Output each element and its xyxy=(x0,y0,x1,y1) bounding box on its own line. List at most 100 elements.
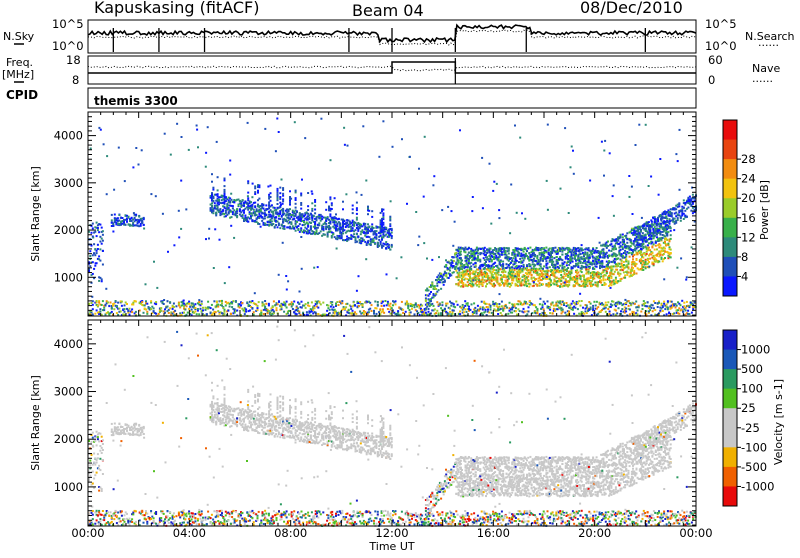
scatter-cell xyxy=(493,269,495,271)
scatter-cell xyxy=(617,257,619,259)
scatter-cell xyxy=(382,209,384,211)
scatter-cell xyxy=(662,237,664,239)
scatter-cell xyxy=(188,308,190,310)
scatter-cell xyxy=(92,227,94,229)
scatter-cell xyxy=(250,201,252,203)
scatter-cell xyxy=(140,225,142,227)
scatter-cell xyxy=(91,245,93,247)
scatter-cell xyxy=(300,202,302,204)
scatter-cell xyxy=(586,253,588,255)
scatter-cell xyxy=(472,263,474,265)
scatter-cell xyxy=(541,248,543,250)
scatter-cell xyxy=(341,235,343,237)
scatter-cell xyxy=(108,305,110,307)
scatter-cell xyxy=(322,302,324,304)
scatter-cell xyxy=(382,212,384,214)
scatter-cell xyxy=(352,212,354,214)
scatter-cell xyxy=(625,254,627,256)
scatter-cell xyxy=(453,271,455,273)
scatter-cell xyxy=(460,251,462,253)
scatter-cell xyxy=(407,303,409,305)
noise-right-tick-top: 10^5 xyxy=(705,17,737,31)
scatter-cell xyxy=(406,300,408,302)
scatter-cell xyxy=(143,218,145,220)
scatter-cell xyxy=(373,240,375,242)
scatter-cell xyxy=(118,214,120,216)
scatter-cell xyxy=(289,208,291,210)
scatter-cell xyxy=(145,309,147,311)
scatter-cell xyxy=(295,199,297,201)
scatter-cell xyxy=(507,285,509,287)
scatter-cell xyxy=(92,304,94,306)
scatter-cell xyxy=(94,313,96,315)
scatter-cell xyxy=(560,270,562,272)
scatter-cell xyxy=(382,301,384,303)
scatter-cell xyxy=(288,310,290,312)
scatter-cell xyxy=(101,243,103,245)
scatter-cell xyxy=(153,307,155,309)
scatter-cell xyxy=(675,212,677,214)
scatter-cell xyxy=(382,224,384,226)
scatter-cell xyxy=(667,252,669,254)
scatter-cell xyxy=(565,275,567,277)
scatter-cell xyxy=(279,218,281,220)
scatter-cell xyxy=(640,235,642,237)
scatter-cell xyxy=(202,307,204,309)
scatter-cell xyxy=(402,312,404,314)
scatter-cell xyxy=(511,254,513,256)
scatter-cell xyxy=(93,252,95,254)
scatter-cell xyxy=(649,258,651,260)
scatter-cell xyxy=(206,313,208,315)
scatter-cell xyxy=(568,284,570,286)
scatter-cell xyxy=(520,265,522,267)
scatter-cell xyxy=(553,257,555,259)
scatter-cell xyxy=(281,308,283,310)
scatter-cell xyxy=(571,270,573,272)
scatter-cell xyxy=(258,184,260,186)
scatter-cell xyxy=(261,220,263,222)
scatter-cell xyxy=(264,300,266,302)
scatter-cell xyxy=(600,279,602,281)
scatter-cell xyxy=(188,301,190,303)
scatter-cell xyxy=(167,306,169,308)
scatter-cell xyxy=(652,224,654,226)
scatter-cell xyxy=(336,225,338,227)
scatter-cell xyxy=(167,300,169,302)
scatter-cell xyxy=(387,303,389,305)
scatter-cell xyxy=(678,202,680,204)
scatter-cell xyxy=(477,249,479,251)
scatter-cell xyxy=(356,202,358,204)
scatter-cell xyxy=(601,263,603,265)
scatter-cell xyxy=(647,244,649,246)
scatter-cell xyxy=(692,194,694,196)
scatter-cell xyxy=(297,307,299,309)
scatter-cell xyxy=(571,272,573,274)
scatter-cell xyxy=(97,227,99,229)
scatter-cell xyxy=(97,244,99,246)
scatter-cell xyxy=(632,252,634,254)
scatter-cell xyxy=(642,227,644,229)
scatter-cell xyxy=(295,191,297,193)
scatter-cell xyxy=(371,310,373,312)
scatter-cell xyxy=(533,258,535,260)
scatter-cell xyxy=(522,279,524,281)
scatter-cell xyxy=(664,248,666,250)
scatter-cell xyxy=(617,271,619,273)
scatter-cell xyxy=(557,253,559,255)
scatter-cell xyxy=(286,301,288,303)
scatter-cell xyxy=(459,276,461,278)
scatter-cell xyxy=(311,208,313,210)
frequency-trace xyxy=(88,62,696,73)
scatter-cell xyxy=(221,300,223,302)
scatter-cell xyxy=(224,193,226,195)
scatter-cell xyxy=(508,250,510,252)
scatter-cell xyxy=(342,232,344,234)
scatter-cell xyxy=(350,308,352,310)
scatter-cell xyxy=(641,264,643,266)
scatter-cell xyxy=(94,265,96,267)
scatter-cell xyxy=(391,244,393,246)
scatter-cell xyxy=(251,206,253,208)
scatter-cell xyxy=(92,314,94,316)
scatter-cell xyxy=(282,198,284,200)
scatter-cell xyxy=(268,304,270,306)
